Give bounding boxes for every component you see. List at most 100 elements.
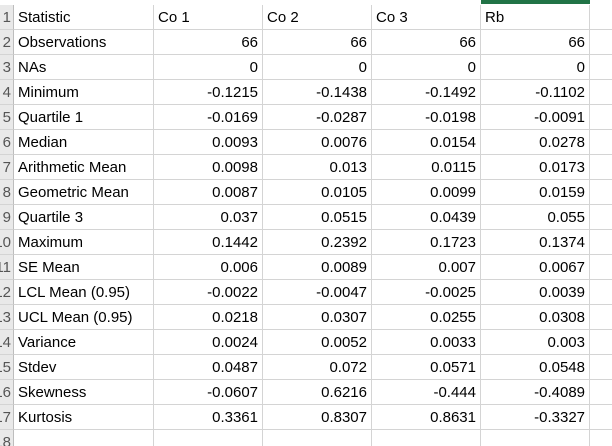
value-cell[interactable]: 0.0173 — [481, 155, 590, 180]
value-cell[interactable]: 0.0255 — [372, 305, 481, 330]
empty-cell[interactable] — [590, 5, 612, 30]
value-cell[interactable]: 0.0515 — [263, 205, 372, 230]
empty-cell[interactable] — [590, 355, 612, 380]
label-cell[interactable]: Stdev — [14, 355, 154, 380]
value-cell[interactable]: 0.3361 — [154, 405, 263, 430]
value-cell[interactable]: 0.007 — [372, 255, 481, 280]
label-cell[interactable]: Observations — [14, 30, 154, 55]
column-header-cell[interactable]: Co 2 — [263, 5, 372, 30]
empty-cell[interactable] — [590, 130, 612, 155]
value-cell[interactable]: 0.8631 — [372, 405, 481, 430]
value-cell[interactable]: 0.0154 — [372, 130, 481, 155]
empty-cell[interactable] — [481, 430, 590, 446]
value-cell[interactable]: 0.003 — [481, 330, 590, 355]
value-cell[interactable]: 0.055 — [481, 205, 590, 230]
value-cell[interactable]: 0.0308 — [481, 305, 590, 330]
label-cell[interactable]: Arithmetic Mean — [14, 155, 154, 180]
empty-cell[interactable] — [154, 430, 263, 446]
value-cell[interactable]: 0.0439 — [372, 205, 481, 230]
value-cell[interactable]: -0.4089 — [481, 380, 590, 405]
value-cell[interactable]: 0.1442 — [154, 230, 263, 255]
empty-cell[interactable] — [590, 430, 612, 446]
value-cell[interactable]: 0.0039 — [481, 280, 590, 305]
value-cell[interactable]: 0 — [263, 55, 372, 80]
empty-cell[interactable] — [590, 55, 612, 80]
value-cell[interactable]: 66 — [372, 30, 481, 55]
column-header-cell[interactable]: Co 3 — [372, 5, 481, 30]
value-cell[interactable]: -0.1215 — [154, 80, 263, 105]
column-header-cell[interactable]: Co 1 — [154, 5, 263, 30]
label-cell[interactable]: Quartile 3 — [14, 205, 154, 230]
column-header-cell[interactable]: Rb — [481, 5, 590, 30]
value-cell[interactable]: 0.0099 — [372, 180, 481, 205]
value-cell[interactable]: -0.444 — [372, 380, 481, 405]
value-cell[interactable]: 0.1374 — [481, 230, 590, 255]
value-cell[interactable]: 0.0089 — [263, 255, 372, 280]
value-cell[interactable]: 0.0105 — [263, 180, 372, 205]
label-cell[interactable]: LCL Mean (0.95) — [14, 280, 154, 305]
empty-cell[interactable] — [590, 255, 612, 280]
value-cell[interactable]: 0 — [372, 55, 481, 80]
empty-cell[interactable] — [590, 380, 612, 405]
empty-cell[interactable] — [590, 105, 612, 130]
value-cell[interactable]: -0.0091 — [481, 105, 590, 130]
value-cell[interactable]: 0.0093 — [154, 130, 263, 155]
label-cell[interactable]: SE Mean — [14, 255, 154, 280]
empty-cell[interactable] — [14, 430, 154, 446]
empty-cell[interactable] — [590, 230, 612, 255]
value-cell[interactable]: -0.0025 — [372, 280, 481, 305]
label-cell[interactable]: Skewness — [14, 380, 154, 405]
value-cell[interactable]: -0.3327 — [481, 405, 590, 430]
value-cell[interactable]: 0.0033 — [372, 330, 481, 355]
empty-cell[interactable] — [590, 330, 612, 355]
empty-cell[interactable] — [590, 205, 612, 230]
value-cell[interactable]: 66 — [154, 30, 263, 55]
value-cell[interactable]: 0.0159 — [481, 180, 590, 205]
value-cell[interactable]: 0.0278 — [481, 130, 590, 155]
value-cell[interactable]: 0.0115 — [372, 155, 481, 180]
label-cell[interactable]: Minimum — [14, 80, 154, 105]
value-cell[interactable]: 0.2392 — [263, 230, 372, 255]
label-cell[interactable]: NAs — [14, 55, 154, 80]
value-cell[interactable]: 66 — [263, 30, 372, 55]
value-cell[interactable]: 0.0067 — [481, 255, 590, 280]
value-cell[interactable]: 0.0087 — [154, 180, 263, 205]
value-cell[interactable]: -0.0169 — [154, 105, 263, 130]
value-cell[interactable]: 0.8307 — [263, 405, 372, 430]
value-cell[interactable]: 0.0571 — [372, 355, 481, 380]
empty-cell[interactable] — [263, 430, 372, 446]
column-header-cell[interactable]: Statistic — [14, 5, 154, 30]
value-cell[interactable]: 0.0024 — [154, 330, 263, 355]
label-cell[interactable]: Median — [14, 130, 154, 155]
label-cell[interactable]: UCL Mean (0.95) — [14, 305, 154, 330]
value-cell[interactable]: 0.0076 — [263, 130, 372, 155]
value-cell[interactable]: -0.1438 — [263, 80, 372, 105]
empty-cell[interactable] — [590, 180, 612, 205]
value-cell[interactable]: 0.0307 — [263, 305, 372, 330]
value-cell[interactable]: 0.006 — [154, 255, 263, 280]
value-cell[interactable]: -0.0047 — [263, 280, 372, 305]
value-cell[interactable]: 0.013 — [263, 155, 372, 180]
value-cell[interactable]: 0.6216 — [263, 380, 372, 405]
empty-cell[interactable] — [590, 305, 612, 330]
empty-cell[interactable] — [590, 80, 612, 105]
value-cell[interactable]: -0.0022 — [154, 280, 263, 305]
label-cell[interactable]: Variance — [14, 330, 154, 355]
empty-cell[interactable] — [590, 280, 612, 305]
value-cell[interactable]: 0.0548 — [481, 355, 590, 380]
value-cell[interactable]: -0.0607 — [154, 380, 263, 405]
value-cell[interactable]: -0.0287 — [263, 105, 372, 130]
value-cell[interactable]: 0.0218 — [154, 305, 263, 330]
empty-cell[interactable] — [590, 405, 612, 430]
value-cell[interactable]: 0 — [481, 55, 590, 80]
empty-cell[interactable] — [590, 155, 612, 180]
empty-cell[interactable] — [590, 30, 612, 55]
label-cell[interactable]: Geometric Mean — [14, 180, 154, 205]
value-cell[interactable]: 0.072 — [263, 355, 372, 380]
value-cell[interactable]: 0 — [154, 55, 263, 80]
value-cell[interactable]: 0.0487 — [154, 355, 263, 380]
value-cell[interactable]: 0.0098 — [154, 155, 263, 180]
value-cell[interactable]: -0.0198 — [372, 105, 481, 130]
value-cell[interactable]: -0.1492 — [372, 80, 481, 105]
value-cell[interactable]: 0.0052 — [263, 330, 372, 355]
